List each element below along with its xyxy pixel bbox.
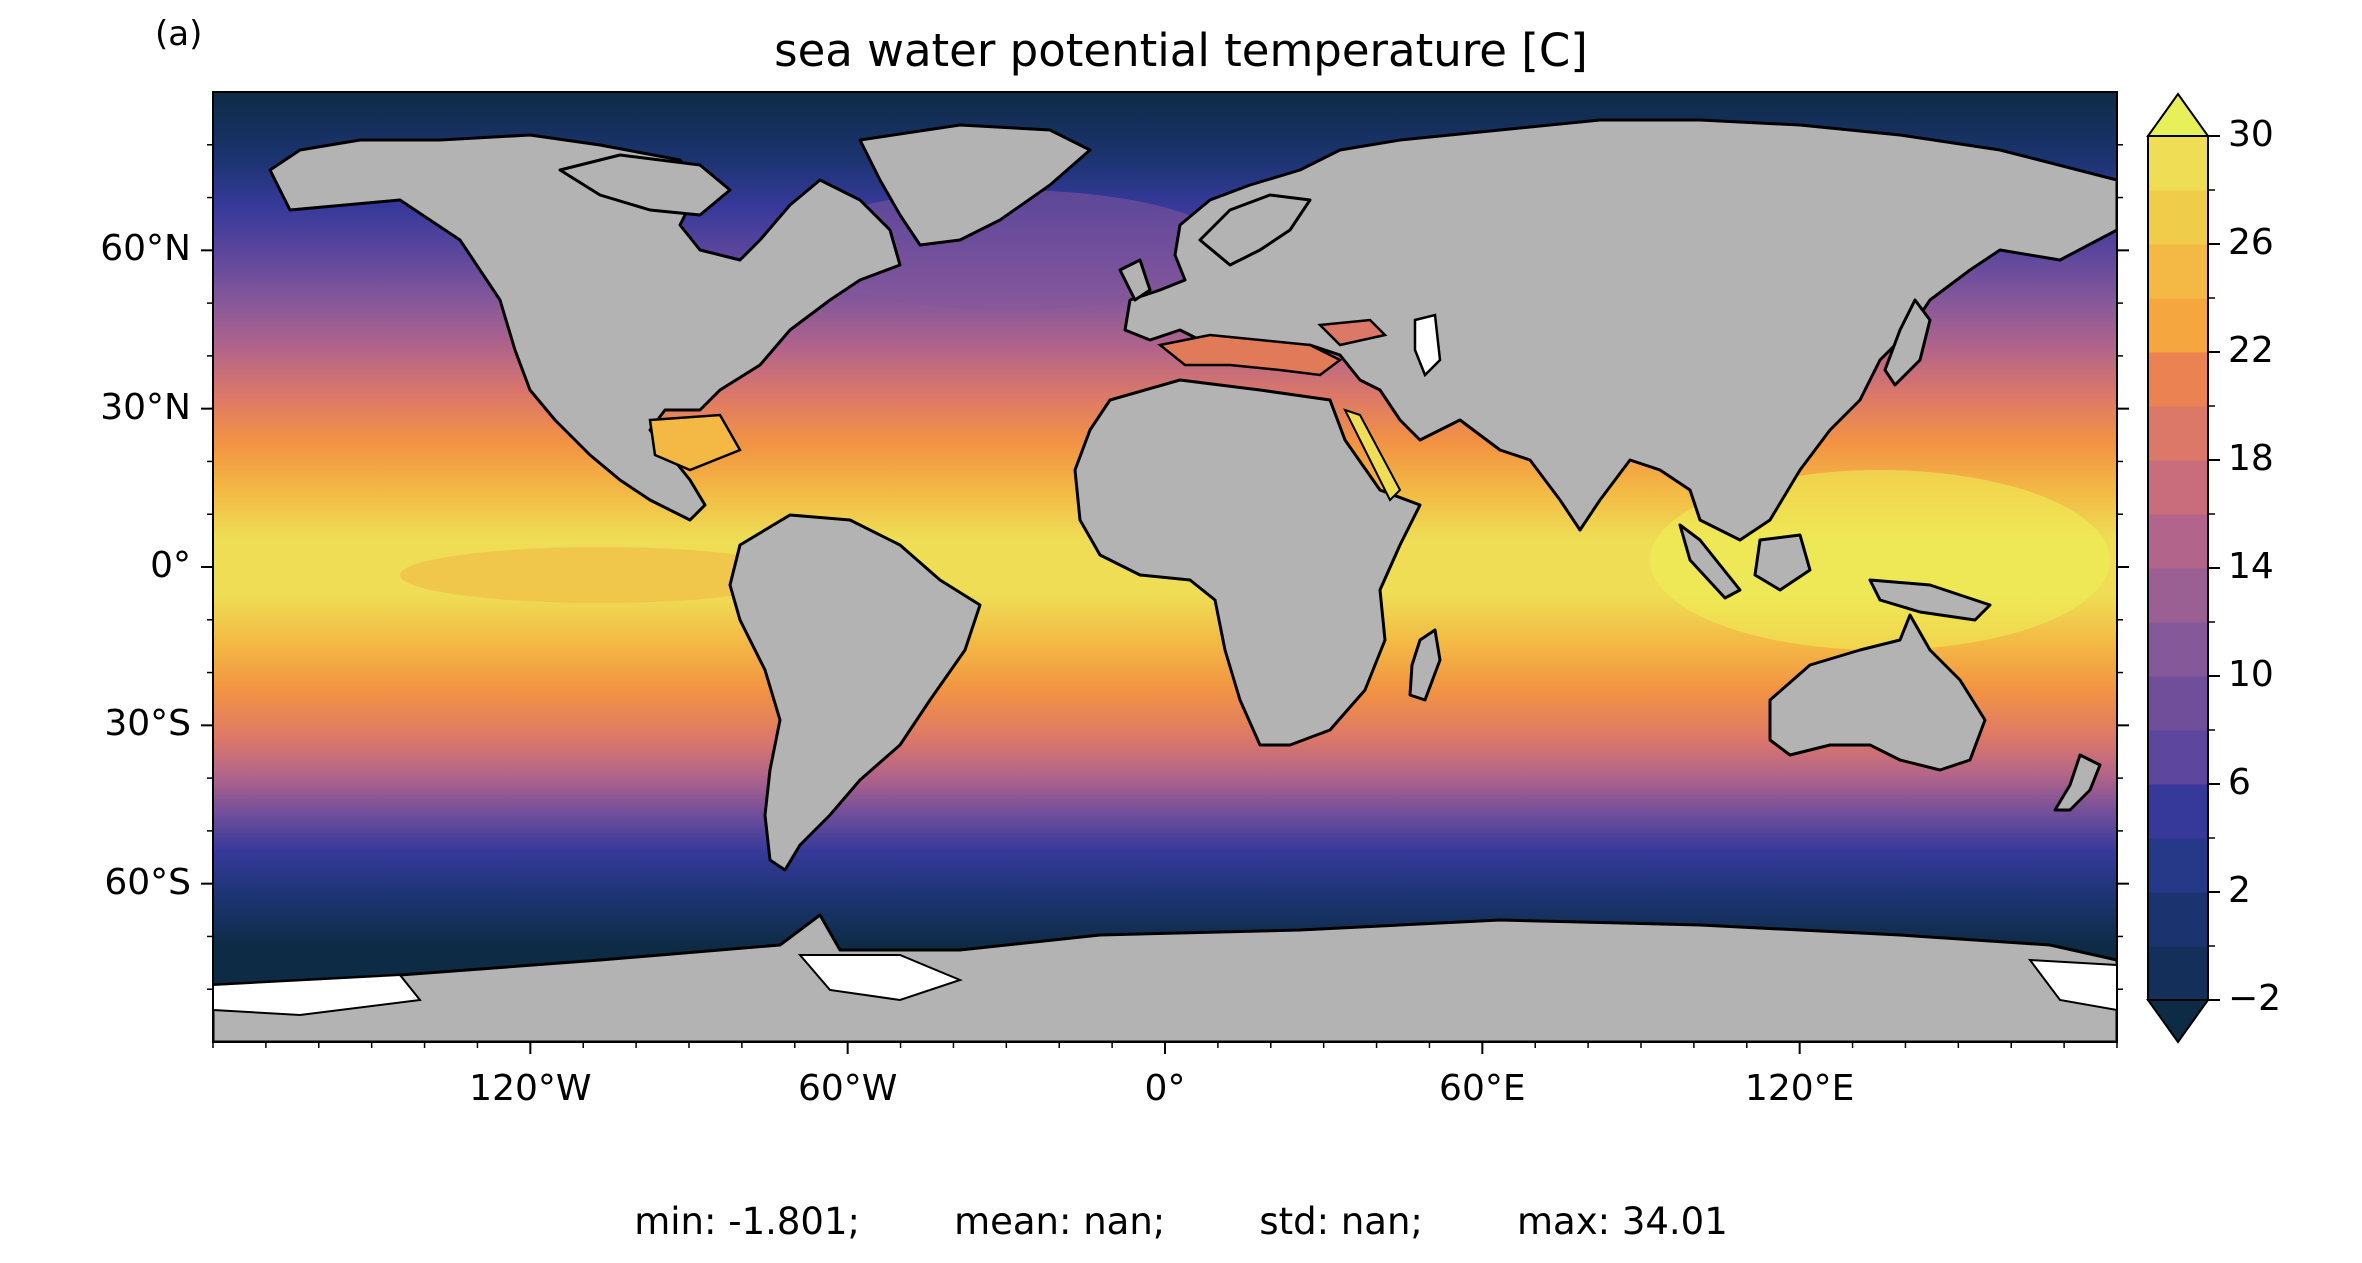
latitude-tick-label: 60°S	[104, 861, 191, 903]
latitude-tick-label: 30°N	[100, 386, 191, 428]
land-new-zealand	[2053, 753, 2102, 812]
land-south-america	[728, 513, 982, 872]
colorbar-bin	[2148, 136, 2208, 191]
colorbar-tick-label: 30	[2228, 114, 2274, 155]
colorbar-bin	[2148, 244, 2208, 299]
land-sumatra	[1678, 523, 1742, 600]
latitude-tick-label: 60°N	[100, 228, 191, 270]
colorbar-extend-min	[2146, 999, 2210, 1044]
ice-shelf-ross	[213, 973, 422, 1017]
longitude-tick-label: 60°W	[797, 1068, 898, 1109]
red-sea	[1343, 408, 1402, 502]
colorbar-tick-label: 22	[2228, 330, 2274, 371]
ice-shelf-east	[2027, 958, 2117, 1012]
latitude-ticks	[201, 144, 2129, 990]
colorbar-bin	[2148, 298, 2208, 353]
caspian-sea	[1413, 313, 1442, 378]
panel-label: (a)	[155, 14, 203, 54]
colorbar-tick-label: 18	[2228, 438, 2274, 479]
colorbar-bin	[2148, 406, 2208, 461]
colorbar-bin	[2148, 352, 2208, 407]
land-british-isles	[1118, 258, 1152, 302]
land-australia	[1768, 613, 1987, 772]
black-sea	[1317, 318, 1388, 347]
longitude-tick-label: 60°E	[1439, 1068, 1526, 1109]
colorbar-tick-label: 2	[2228, 870, 2251, 911]
colorbar-bin	[2148, 460, 2208, 515]
land-madagascar	[1408, 628, 1442, 702]
colorbar-extend-max	[2146, 92, 2210, 137]
colorbar-tick-label: 14	[2228, 546, 2274, 587]
latitude-tick-label: 30°S	[104, 703, 191, 745]
colorbar-tick-label: −2	[2228, 978, 2282, 1019]
colorbar-bin	[2148, 568, 2208, 623]
colorbar-bin	[2148, 190, 2208, 245]
north-atlantic-drift	[790, 190, 1230, 310]
land-greenland	[858, 123, 1092, 247]
stats-line: min: -1.801; mean: nan; std: nan; max: 3…	[0, 1200, 2362, 1243]
longitude-tick-label: 120°W	[469, 1068, 592, 1109]
colorbar-bin	[2148, 622, 2208, 677]
land-africa	[1073, 378, 1422, 747]
mediterranean-sea	[1157, 333, 1343, 377]
land-japan	[1883, 298, 1932, 387]
eastern-pacific-cold-tongue	[400, 547, 800, 603]
stat-std: std: nan;	[1259, 1200, 1423, 1243]
map-title: sea water potential temperature [C]	[774, 24, 1588, 77]
longitude-tick-label: 120°E	[1744, 1068, 1855, 1109]
latitude-tick-label: 0°	[150, 545, 191, 586]
land-antarctica	[213, 913, 2117, 1042]
longitude-tick-label: 0°	[1144, 1068, 1186, 1109]
land-borneo	[1753, 533, 1812, 592]
stat-mean: mean: nan;	[954, 1200, 1166, 1243]
land-arctic-islands	[558, 153, 732, 217]
gulf-of-mexico	[648, 413, 742, 472]
land-new-guinea	[1868, 578, 1992, 622]
colorbar-bin	[2148, 892, 2208, 947]
stat-max: max: 34.01	[1517, 1200, 1728, 1243]
colorbar	[2146, 92, 2220, 1044]
colorbar-bin	[2148, 514, 2208, 569]
colorbar-bin	[2148, 838, 2208, 893]
land-north-america	[268, 133, 902, 522]
land-masses	[213, 118, 2117, 1042]
land-scandinavia	[1198, 193, 1312, 267]
colorbar-tick-label: 10	[2228, 654, 2274, 695]
colorbar-bin	[2148, 676, 2208, 731]
colorbar-bin	[2148, 946, 2208, 1001]
stat-min: min: -1.801;	[634, 1200, 860, 1243]
colorbar-bin	[2148, 784, 2208, 839]
colorbar-bin	[2148, 730, 2208, 785]
colorbar-tick-label: 26	[2228, 222, 2274, 263]
longitude-ticks	[212, 1042, 2118, 1054]
map-area	[213, 92, 2117, 1042]
colorbar-tick-label: 6	[2228, 762, 2251, 803]
ice-shelf-weddell	[797, 954, 963, 1002]
